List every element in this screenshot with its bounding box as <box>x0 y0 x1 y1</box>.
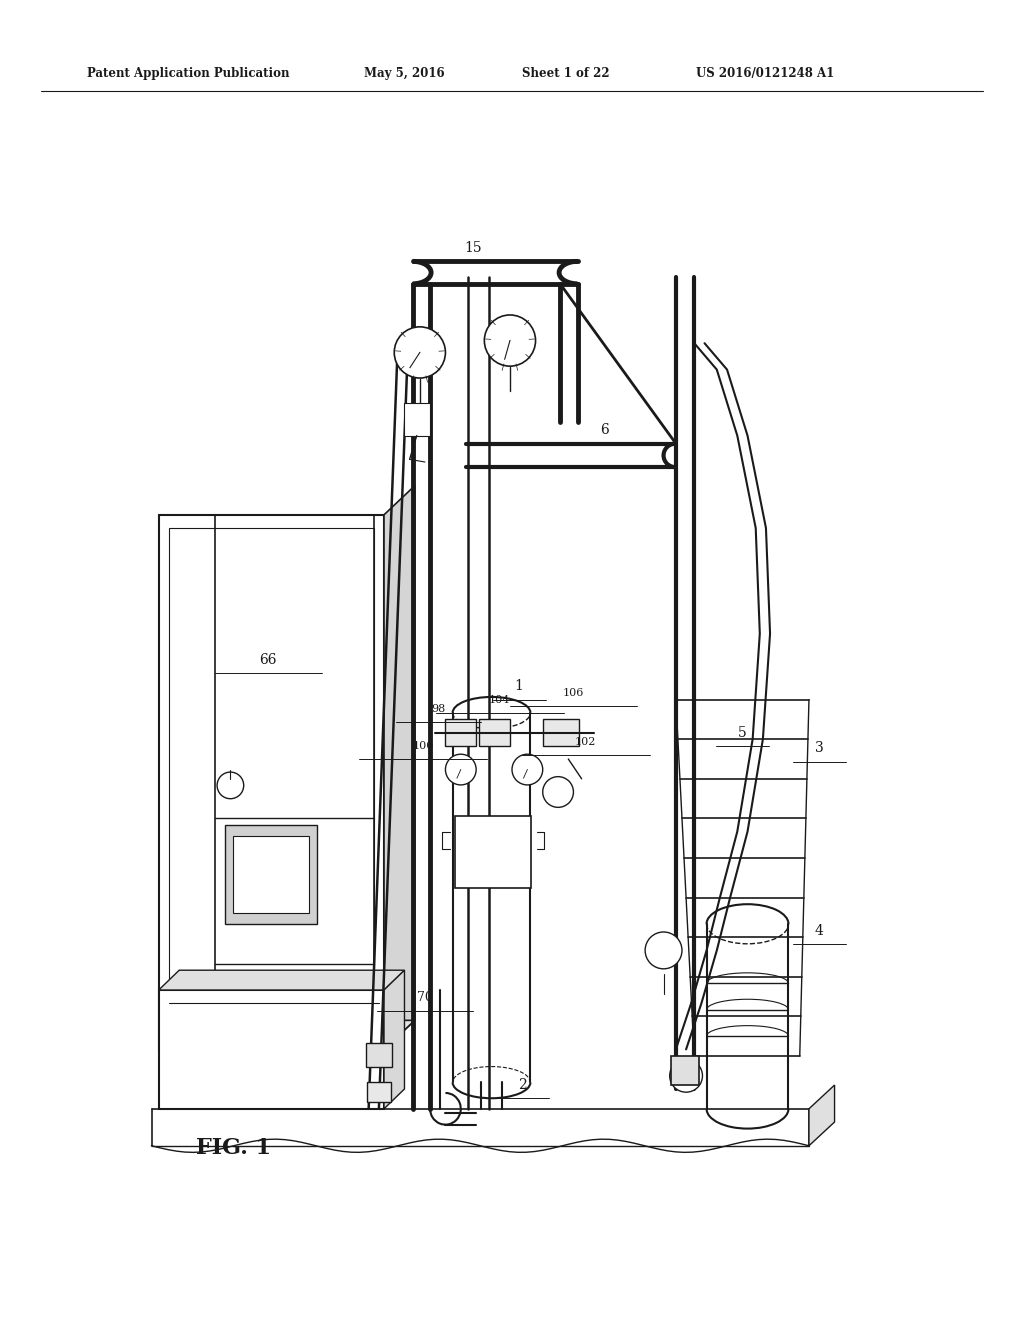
Text: 102: 102 <box>575 737 596 747</box>
Polygon shape <box>159 1020 415 1049</box>
Polygon shape <box>384 970 404 1109</box>
Polygon shape <box>809 1085 835 1146</box>
Bar <box>543 719 579 746</box>
Circle shape <box>394 327 445 378</box>
Text: 4: 4 <box>815 924 823 937</box>
Circle shape <box>445 754 476 785</box>
Bar <box>479 719 510 746</box>
Text: Patent Application Publication: Patent Application Publication <box>87 67 290 81</box>
Text: 2: 2 <box>518 1078 526 1092</box>
Text: US 2016/0121248 A1: US 2016/0121248 A1 <box>696 67 835 81</box>
Text: 104: 104 <box>489 694 510 705</box>
Text: 5: 5 <box>738 726 746 739</box>
Text: Sheet 1 of 22: Sheet 1 of 22 <box>522 67 610 81</box>
Circle shape <box>645 932 682 969</box>
Circle shape <box>512 754 543 785</box>
Text: 1: 1 <box>515 680 523 693</box>
Polygon shape <box>159 970 404 990</box>
Bar <box>445 719 476 746</box>
Polygon shape <box>159 515 384 1049</box>
Bar <box>225 825 317 924</box>
Text: 70: 70 <box>417 991 433 1005</box>
Circle shape <box>670 1060 702 1092</box>
Text: 98: 98 <box>431 704 445 714</box>
Bar <box>233 836 309 913</box>
Circle shape <box>543 776 573 808</box>
Text: 100: 100 <box>413 741 433 751</box>
Text: 3: 3 <box>815 742 823 755</box>
Circle shape <box>217 772 244 799</box>
Bar <box>367 1082 391 1102</box>
Bar <box>455 816 531 888</box>
Text: 6: 6 <box>600 424 608 437</box>
Text: 66: 66 <box>259 653 278 667</box>
Text: 15: 15 <box>464 242 482 255</box>
Polygon shape <box>384 486 415 1049</box>
Bar <box>169 528 374 1036</box>
Bar <box>671 1056 699 1085</box>
Text: May 5, 2016: May 5, 2016 <box>364 67 444 81</box>
Circle shape <box>484 315 536 366</box>
Polygon shape <box>159 990 384 1109</box>
Text: 106: 106 <box>563 688 584 698</box>
Bar <box>404 403 430 436</box>
Bar <box>366 1043 392 1067</box>
Text: FIG. 1: FIG. 1 <box>196 1138 271 1159</box>
